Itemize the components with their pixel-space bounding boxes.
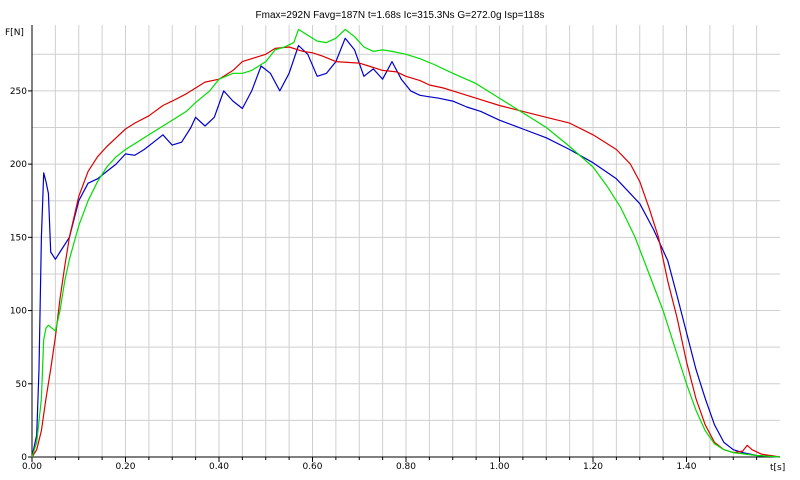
x-axis-label: t[s] <box>770 463 785 473</box>
y-tick-label: 100 <box>10 307 27 317</box>
y-axis-label: F[N] <box>5 28 24 38</box>
y-tick-label: 250 <box>10 87 27 97</box>
series-group <box>31 28 781 458</box>
y-tick-label: 0 <box>21 453 27 463</box>
x-tick-label: 0.00 <box>22 462 42 472</box>
x-tick-label: 1.20 <box>583 462 603 472</box>
y-tick-label: 150 <box>10 233 27 243</box>
axes: 0.00 0.20 0.40 0.60 0.80 1.00 1.20 1.40 0 50 100 15… <box>10 25 780 472</box>
grid <box>32 25 780 457</box>
x-tick-label: 0.40 <box>209 462 229 472</box>
series-line-1 <box>31 37 781 458</box>
x-tick-label: 0.60 <box>302 462 322 472</box>
y-tick-label: 200 <box>10 160 27 170</box>
x-tick-label: 1.00 <box>489 462 509 472</box>
x-tick-label: 0.20 <box>115 462 135 472</box>
series-line-2 <box>31 46 781 458</box>
y-tick-label: 50 <box>16 380 28 390</box>
x-tick-label: 1.40 <box>676 462 696 472</box>
x-tick-label: 0.80 <box>396 462 416 472</box>
chart-header: Fmax=292N Favg=187N t=1.68s Ic=315.3Ns G… <box>256 10 545 21</box>
series-line-3 <box>31 28 781 458</box>
